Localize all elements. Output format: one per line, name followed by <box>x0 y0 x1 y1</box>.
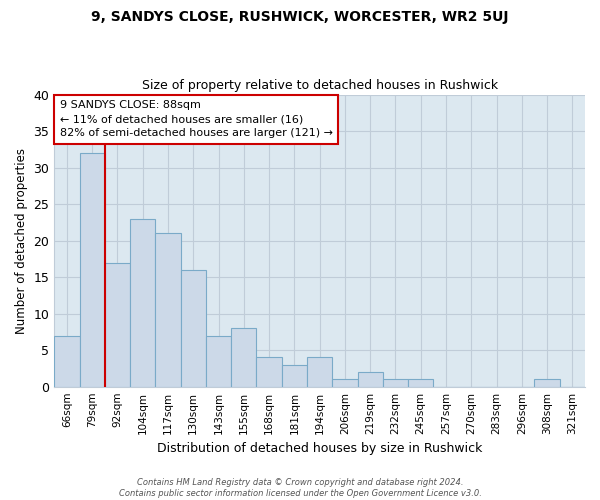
Y-axis label: Number of detached properties: Number of detached properties <box>15 148 28 334</box>
Bar <box>155 234 181 386</box>
X-axis label: Distribution of detached houses by size in Rushwick: Distribution of detached houses by size … <box>157 442 482 455</box>
Bar <box>130 218 155 386</box>
Bar <box>256 358 282 386</box>
Bar <box>307 358 332 386</box>
Bar <box>231 328 256 386</box>
Bar <box>383 380 408 386</box>
Bar <box>332 380 358 386</box>
Bar <box>408 380 433 386</box>
Text: Contains HM Land Registry data © Crown copyright and database right 2024.
Contai: Contains HM Land Registry data © Crown c… <box>119 478 481 498</box>
Title: Size of property relative to detached houses in Rushwick: Size of property relative to detached ho… <box>142 79 498 92</box>
Bar <box>80 153 105 386</box>
Bar <box>358 372 383 386</box>
Bar <box>282 365 307 386</box>
Bar <box>181 270 206 386</box>
Text: 9 SANDYS CLOSE: 88sqm
← 11% of detached houses are smaller (16)
82% of semi-deta: 9 SANDYS CLOSE: 88sqm ← 11% of detached … <box>59 100 332 138</box>
Bar <box>105 262 130 386</box>
Bar <box>206 336 231 386</box>
Text: 9, SANDYS CLOSE, RUSHWICK, WORCESTER, WR2 5UJ: 9, SANDYS CLOSE, RUSHWICK, WORCESTER, WR… <box>91 10 509 24</box>
Bar <box>54 336 80 386</box>
Bar <box>535 380 560 386</box>
